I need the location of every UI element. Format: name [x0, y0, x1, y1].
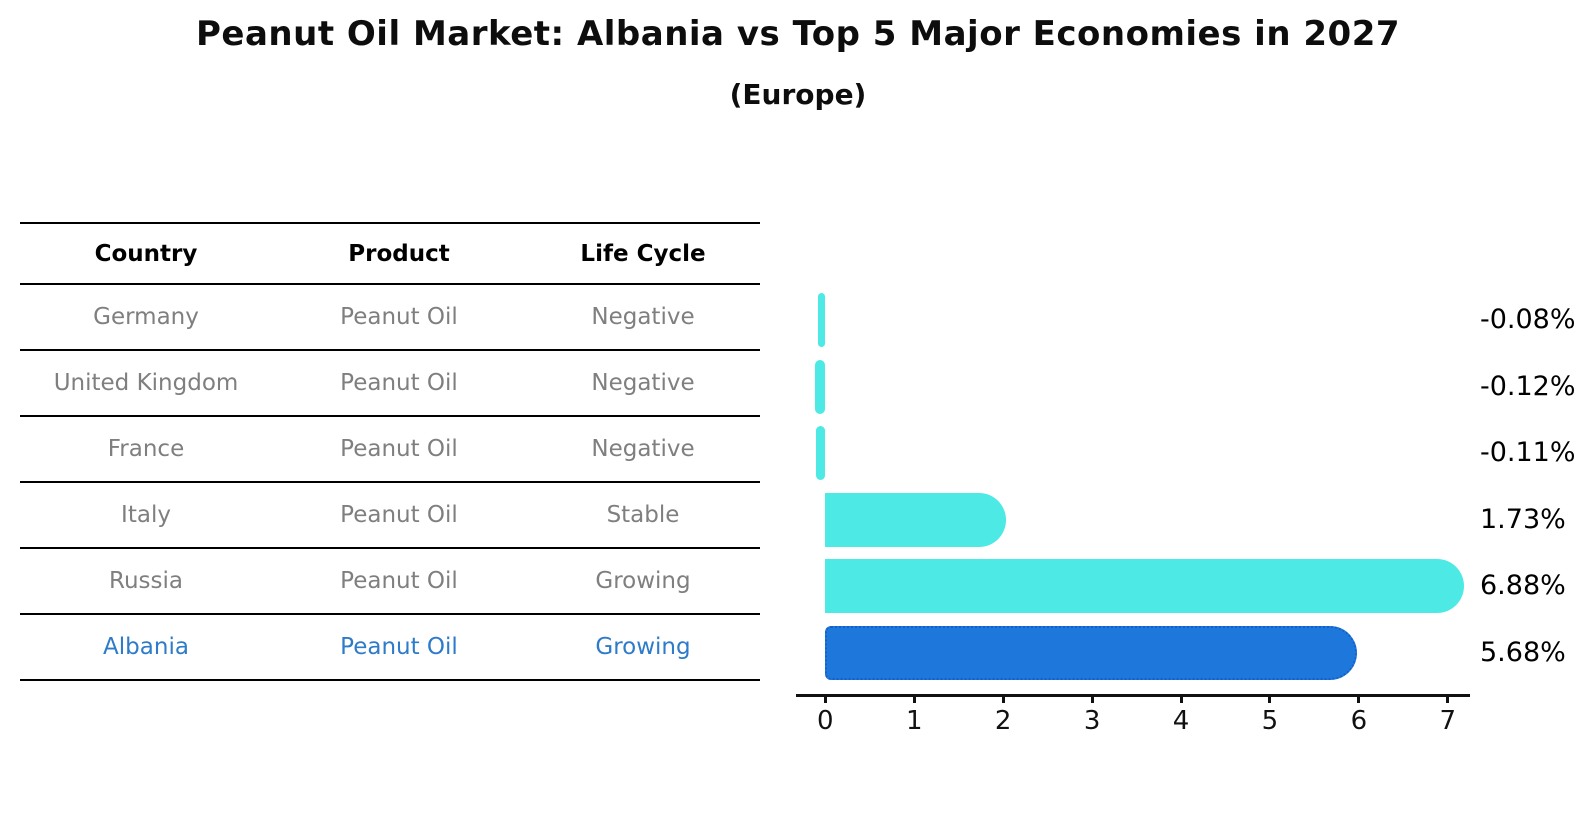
cell-country: Italy — [121, 502, 171, 528]
cell-country: France — [107, 436, 185, 462]
bar-france — [815, 426, 826, 480]
cell-life-cycle: Negative — [591, 304, 695, 330]
value-label-france: -0.11% — [1480, 437, 1576, 468]
x-axis-tick-label: 6 — [1350, 706, 1368, 736]
header-cell-country: Country — [94, 240, 198, 267]
x-axis-tick — [1090, 694, 1094, 703]
bar-russia — [825, 559, 1465, 613]
header-cell-life-cycle: Life Cycle — [580, 240, 706, 267]
page-subtitle: (Europe) — [729, 78, 867, 111]
table-row-germany: Germany Peanut Oil Negative — [20, 285, 760, 351]
value-label-russia: 6.88% — [1480, 570, 1566, 601]
value-label-germany: -0.08% — [1480, 304, 1576, 335]
x-axis-tick — [912, 694, 916, 703]
bar-germany — [818, 293, 826, 347]
cell-product: Peanut Oil — [340, 502, 458, 528]
value-label-albania: 5.68% — [1480, 636, 1566, 668]
table-row-united-kingdom: United Kingdom Peanut Oil Negative — [20, 351, 760, 417]
bar-albania — [825, 625, 1358, 680]
cell-country: Germany — [93, 304, 199, 330]
cell-life-cycle: Growing — [595, 568, 691, 594]
bar-chart: -0.08% -0.12% -0.11% 1.73% 6.88% 5.68% 0 1 2 3 4 5 6… — [796, 290, 1576, 736]
x-axis-tick-label: 7 — [1439, 706, 1457, 736]
comparison-table: Country Product Life Cycle Germany Peanu… — [20, 222, 760, 681]
x-axis-tick — [823, 694, 827, 703]
x-axis-tick-label: 3 — [1083, 706, 1101, 736]
x-axis-tick — [1001, 694, 1005, 703]
x-axis-tick — [1179, 694, 1183, 703]
cell-product: Peanut Oil — [340, 634, 458, 660]
cell-country: United Kingdom — [53, 370, 239, 396]
cell-product: Peanut Oil — [340, 568, 458, 594]
cell-country: Russia — [109, 568, 183, 594]
table-row-russia: Russia Peanut Oil Growing — [20, 549, 760, 615]
cell-life-cycle: Stable — [606, 502, 680, 528]
bar-italy — [825, 492, 1007, 547]
x-axis-tick — [1357, 694, 1361, 703]
table-row-italy: Italy Peanut Oil Stable — [20, 483, 760, 549]
cell-life-cycle: Negative — [591, 370, 695, 396]
cell-product: Peanut Oil — [340, 304, 458, 330]
x-axis-tick — [1446, 694, 1450, 703]
x-axis-tick-label: 0 — [817, 706, 834, 736]
table-row-albania: Albania Peanut Oil Growing — [20, 615, 760, 681]
cell-product: Peanut Oil — [340, 370, 458, 396]
bar-united-kingdom — [814, 359, 826, 414]
x-axis-tick — [1268, 694, 1272, 703]
x-axis-tick-label: 2 — [994, 706, 1012, 736]
cell-country: Albania — [103, 634, 189, 660]
table-row-france: France Peanut Oil Negative — [20, 417, 760, 483]
x-axis-tick-label: 5 — [1261, 706, 1279, 736]
x-axis-tick-label: 4 — [1172, 706, 1190, 736]
value-label-italy: 1.73% — [1480, 503, 1566, 535]
cell-product: Peanut Oil — [340, 436, 458, 462]
header-cell-product: Product — [348, 240, 450, 267]
cell-life-cycle: Negative — [591, 436, 695, 462]
x-axis-tick-label: 1 — [905, 706, 923, 736]
value-label-united-kingdom: -0.12% — [1480, 370, 1576, 402]
table-header-row: Country Product Life Cycle — [20, 222, 760, 285]
cell-life-cycle: Growing — [595, 634, 691, 660]
page-title: Peanut Oil Market: Albania vs Top 5 Majo… — [195, 14, 1401, 54]
